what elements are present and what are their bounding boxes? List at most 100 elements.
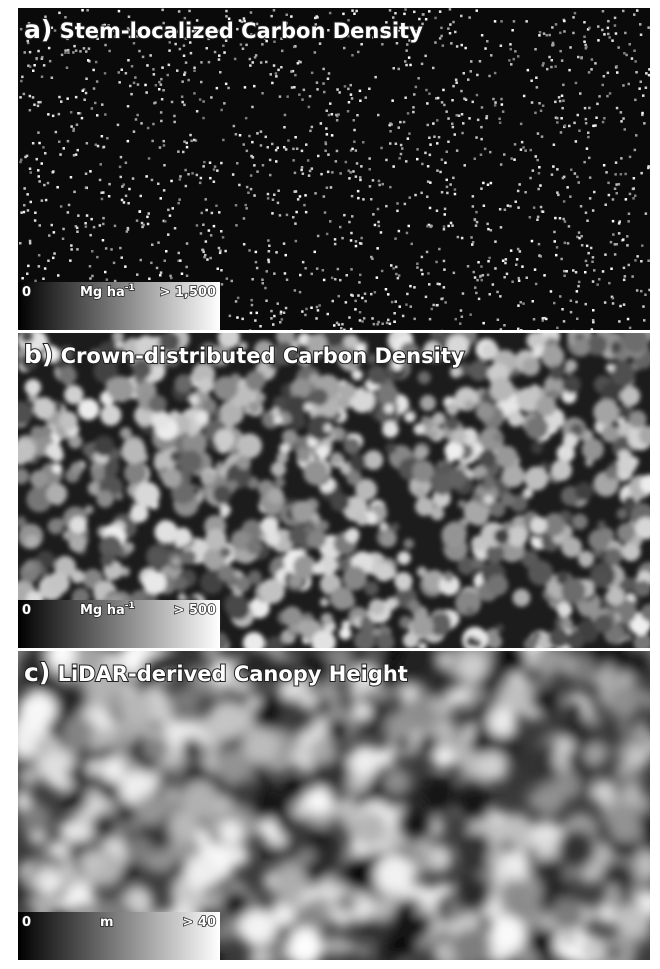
stem-pixel — [58, 12, 61, 15]
stem-pixel — [498, 118, 501, 121]
stem-pixel — [183, 140, 186, 143]
stem-pixel — [421, 256, 424, 259]
panel: c) LiDAR-derived Canopy Height0m> 40 — [3, 635, 660, 965]
stem-pixel — [93, 226, 96, 229]
crown — [202, 471, 215, 484]
stem-pixel — [404, 60, 407, 63]
stem-pixel — [213, 168, 216, 171]
stem-pixel — [598, 278, 601, 281]
stem-pixel — [223, 51, 226, 54]
stem-pixel — [250, 188, 253, 191]
stem-pixel — [578, 130, 581, 133]
crown — [330, 452, 343, 465]
canopy-blob — [460, 831, 491, 862]
stem-pixel — [486, 115, 489, 118]
stem-pixel — [520, 329, 523, 332]
stem-pixel — [340, 327, 343, 330]
stem-pixel — [108, 50, 111, 53]
stem-pixel — [37, 169, 40, 172]
stem-pixel — [118, 10, 121, 13]
stem-pixel — [281, 318, 284, 321]
crown — [412, 460, 434, 482]
stem-pixel — [623, 279, 626, 282]
crown — [94, 436, 115, 457]
stem-pixel — [52, 115, 55, 118]
stem-pixel — [584, 271, 587, 274]
stem-pixel — [560, 117, 563, 120]
stem-pixel — [443, 104, 446, 107]
stem-pixel — [164, 260, 167, 263]
stem-pixel — [205, 198, 208, 201]
crown — [120, 427, 132, 439]
crown — [48, 518, 64, 534]
stem-pixel — [37, 50, 40, 53]
stem-pixel — [565, 270, 568, 273]
stem-pixel — [151, 179, 154, 182]
stem-pixel — [385, 205, 388, 208]
stem-pixel — [254, 319, 257, 322]
stem-pixel — [196, 224, 199, 227]
stem-pixel — [494, 20, 497, 23]
stem-pixel — [417, 77, 420, 80]
stem-pixel — [23, 187, 26, 190]
stem-pixel — [24, 156, 27, 159]
stem-pixel — [214, 165, 217, 168]
crown — [134, 482, 160, 508]
stem-pixel — [284, 114, 287, 117]
stem-pixel — [427, 180, 430, 183]
stem-pixel — [563, 270, 566, 273]
stem-pixel — [538, 102, 541, 105]
canopy-blob — [305, 729, 319, 743]
legend-unit-exponent: -1 — [125, 283, 135, 293]
stem-pixel — [561, 95, 564, 98]
stem-pixel — [410, 305, 413, 308]
crown — [541, 345, 564, 368]
stem-pixel — [610, 241, 613, 244]
stem-pixel — [265, 136, 268, 139]
canopy-blob — [615, 904, 649, 938]
stem-pixel — [34, 212, 37, 215]
stem-pixel — [99, 224, 102, 227]
stem-pixel — [531, 101, 534, 104]
stem-pixel — [368, 157, 371, 160]
stem-pixel — [206, 258, 209, 261]
crown — [64, 385, 83, 404]
crown — [30, 470, 48, 488]
crown — [189, 395, 200, 406]
stem-pixel — [141, 226, 144, 229]
stem-pixel — [235, 224, 238, 227]
stem-pixel — [513, 58, 516, 61]
stem-pixel — [360, 237, 363, 240]
stem-pixel — [631, 275, 634, 278]
crown — [274, 415, 283, 424]
stem-pixel — [496, 291, 499, 294]
stem-pixel — [449, 8, 452, 11]
stem-pixel — [559, 217, 562, 220]
stem-pixel — [267, 193, 270, 196]
canopy-blob — [423, 665, 455, 697]
stem-pixel — [161, 9, 164, 12]
crown — [306, 529, 326, 549]
stem-pixel — [489, 151, 492, 154]
stem-pixel — [127, 105, 130, 108]
stem-pixel — [242, 48, 245, 51]
stem-pixel — [373, 323, 376, 326]
stem-pixel — [533, 318, 536, 321]
stem-pixel — [82, 90, 85, 93]
stem-pixel — [364, 300, 367, 303]
stem-pixel — [96, 80, 99, 83]
canopy-blob — [455, 876, 491, 912]
stem-pixel — [328, 114, 331, 117]
stem-pixel — [503, 153, 506, 156]
crown — [445, 417, 459, 431]
stem-pixel — [494, 267, 497, 270]
stem-pixel — [421, 273, 424, 276]
stem-pixel — [454, 133, 457, 136]
stem-pixel — [449, 32, 452, 35]
stem-pixel — [645, 212, 648, 215]
crown — [624, 499, 633, 508]
stem-pixel — [429, 143, 432, 146]
stem-pixel — [209, 162, 212, 165]
crown — [245, 371, 265, 391]
stem-pixel — [641, 244, 644, 247]
